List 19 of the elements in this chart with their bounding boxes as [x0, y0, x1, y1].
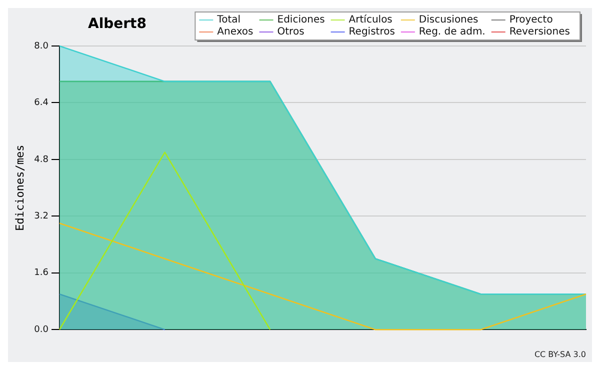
y-tick-label: 8.0: [34, 41, 49, 52]
legend-label: Ediciones: [277, 14, 325, 26]
text: CC BY-SA 3.0: [534, 350, 586, 360]
legend-label: Anexos: [217, 26, 254, 38]
y-tick-label: 4.8: [34, 154, 49, 165]
y-axis-title: Ediciones/mes: [13, 144, 26, 231]
y-tick-label: 6.4: [34, 98, 49, 108]
y-tick-label: 1.6: [34, 268, 49, 278]
legend-label: Otros: [277, 26, 304, 38]
legend-label: Proyecto: [509, 14, 553, 26]
legend-label: Discusiones: [418, 14, 478, 26]
legend-label: Reversiones: [509, 26, 570, 38]
legend-label: Registros: [348, 26, 395, 38]
legend-label: Reg. de adm.: [418, 26, 486, 38]
legend-label: Total: [216, 14, 241, 26]
y-tick-label: 0.0: [34, 324, 49, 335]
y-tick-label: 3.2: [34, 212, 49, 222]
chart-title: Albert8: [88, 16, 146, 32]
legend-label: Artículos: [348, 14, 392, 26]
